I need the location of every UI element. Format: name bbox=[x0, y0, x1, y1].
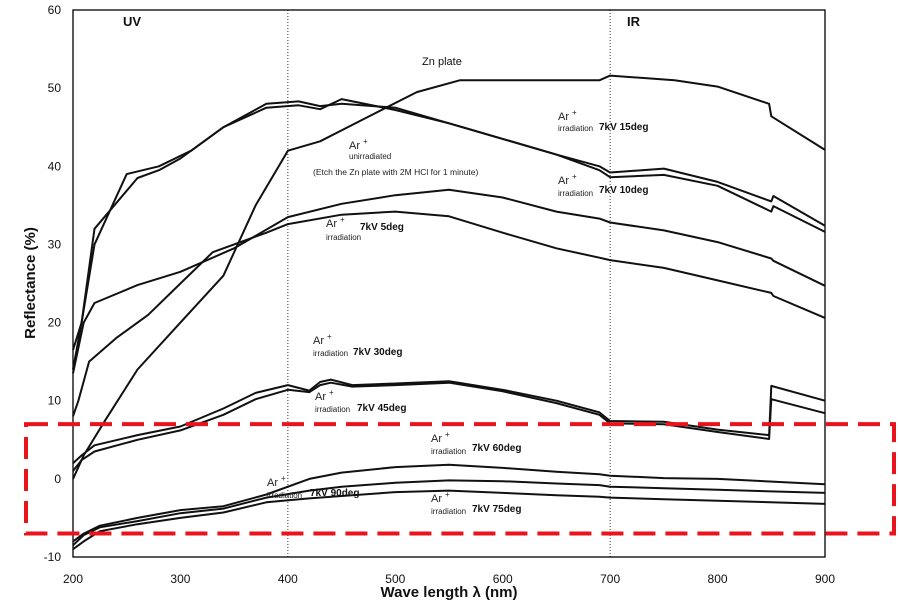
y-tick-label: 40 bbox=[48, 159, 62, 173]
x-tick-label: 200 bbox=[63, 572, 83, 586]
series-line-unirradiated bbox=[72, 100, 826, 351]
series-line-deg45 bbox=[72, 381, 826, 472]
svg-text:irradiation: irradiation bbox=[326, 233, 361, 242]
svg-text:(Etch the Zn plate with 2M HCl: (Etch the Zn plate with 2M HCl for 1 min… bbox=[313, 167, 479, 177]
y-tick-label: 20 bbox=[48, 316, 62, 330]
svg-text:unirradiated: unirradiated bbox=[349, 152, 391, 161]
svg-text:+: + bbox=[445, 430, 450, 439]
svg-text:Ar: Ar bbox=[315, 391, 326, 403]
series-line-deg90 bbox=[72, 479, 826, 547]
svg-text:7kV 30deg: 7kV 30deg bbox=[353, 347, 402, 358]
series-layer bbox=[72, 74, 826, 551]
x-tick-label: 900 bbox=[815, 572, 835, 586]
svg-text:7kV 75deg: 7kV 75deg bbox=[472, 504, 521, 515]
y-tick-label: 10 bbox=[48, 394, 62, 408]
annotation-unirradiated: Ar + unirradiated (Etch the Zn plate wit… bbox=[313, 137, 479, 177]
x-tick-label: 600 bbox=[493, 572, 513, 586]
annotation-10deg: Ar + irradiation 7kV 10deg bbox=[558, 172, 648, 198]
svg-text:7kV 15deg: 7kV 15deg bbox=[599, 122, 648, 133]
annotation-60deg: Ar + irradiation 7kV 60deg bbox=[431, 430, 521, 456]
svg-text:Ar: Ar bbox=[431, 493, 442, 505]
svg-text:irradiation: irradiation bbox=[315, 405, 350, 414]
y-axis-title: Reflectance (%) bbox=[22, 227, 39, 339]
svg-text:Ar: Ar bbox=[349, 140, 360, 152]
y-tick-label: 50 bbox=[48, 81, 62, 95]
x-tick-label: 300 bbox=[170, 572, 190, 586]
grid bbox=[287, 10, 611, 557]
svg-text:irradiation: irradiation bbox=[431, 447, 466, 456]
svg-text:irradiation: irradiation bbox=[267, 491, 302, 500]
annotation-15deg: Ar + irradiation 7kV 15deg bbox=[558, 108, 648, 133]
svg-text:+: + bbox=[572, 172, 577, 181]
svg-text:+: + bbox=[281, 474, 286, 483]
annotation-zn-plate: Zn plate bbox=[422, 56, 462, 68]
svg-text:Ar: Ar bbox=[313, 335, 324, 347]
svg-text:Ar: Ar bbox=[326, 218, 337, 230]
series-line-deg75 bbox=[72, 489, 826, 551]
x-axis-title: Wave length λ (nm) bbox=[381, 584, 518, 600]
svg-text:+: + bbox=[340, 215, 345, 224]
annotation-90deg: Ar + irradiation 7kV 90deg bbox=[267, 474, 359, 500]
svg-text:+: + bbox=[329, 388, 334, 397]
x-tick-label: 500 bbox=[385, 572, 405, 586]
svg-text:Zn: Zn bbox=[422, 56, 435, 68]
series-line-zn_plate bbox=[72, 74, 826, 480]
annotation-5deg: Ar + irradiation 7kV 5deg bbox=[326, 215, 404, 242]
svg-text:Ar: Ar bbox=[431, 433, 442, 445]
svg-text:Ar: Ar bbox=[558, 175, 569, 187]
series-line-deg5 bbox=[72, 210, 826, 417]
svg-text:plate: plate bbox=[438, 56, 462, 68]
svg-text:Ar: Ar bbox=[267, 477, 278, 489]
annotation-45deg: Ar + irradiation 7kV 45deg bbox=[315, 388, 406, 414]
y-tick-label: 30 bbox=[48, 237, 62, 251]
svg-text:7kV 60deg: 7kV 60deg bbox=[472, 443, 521, 454]
y-tick-label: 60 bbox=[48, 3, 62, 17]
svg-text:irradiation: irradiation bbox=[431, 507, 466, 516]
series-line-deg60 bbox=[72, 463, 826, 543]
svg-text:7kV 45deg: 7kV 45deg bbox=[357, 403, 406, 414]
svg-text:irradiation: irradiation bbox=[313, 349, 348, 358]
svg-text:7kV 90deg: 7kV 90deg bbox=[310, 488, 359, 499]
svg-text:+: + bbox=[445, 490, 450, 499]
svg-text:7kV 5deg: 7kV 5deg bbox=[360, 222, 404, 233]
x-tick-label: 700 bbox=[600, 572, 620, 586]
y-tick-label: 0 bbox=[54, 472, 61, 486]
svg-text:irradiation: irradiation bbox=[558, 124, 593, 133]
plot-frame bbox=[72, 9, 826, 558]
x-tick-label: 800 bbox=[708, 572, 728, 586]
annotation-30deg: Ar + irradiation 7kV 30deg bbox=[313, 332, 402, 358]
svg-text:+: + bbox=[363, 137, 368, 146]
region-label-ir: IR bbox=[627, 14, 641, 29]
series-line-deg10 bbox=[72, 188, 826, 374]
svg-text:7kV 10deg: 7kV 10deg bbox=[599, 185, 648, 196]
x-tick-label: 400 bbox=[278, 572, 298, 586]
svg-text:+: + bbox=[327, 332, 332, 341]
svg-text:irradiation: irradiation bbox=[558, 189, 593, 198]
series-line-deg15 bbox=[72, 98, 826, 370]
region-label-uv: UV bbox=[123, 14, 141, 29]
tick-labels: 200 300 400 500 600 700 800 900 -10 0 10 20 30 40 50 60 bbox=[44, 3, 836, 586]
annotation-75deg: Ar + irradiation 7kV 75deg bbox=[431, 490, 521, 516]
svg-text:Ar: Ar bbox=[558, 111, 569, 123]
y-tick-label: -10 bbox=[44, 550, 62, 564]
svg-text:+: + bbox=[572, 108, 577, 117]
highlight-box bbox=[24, 422, 896, 536]
